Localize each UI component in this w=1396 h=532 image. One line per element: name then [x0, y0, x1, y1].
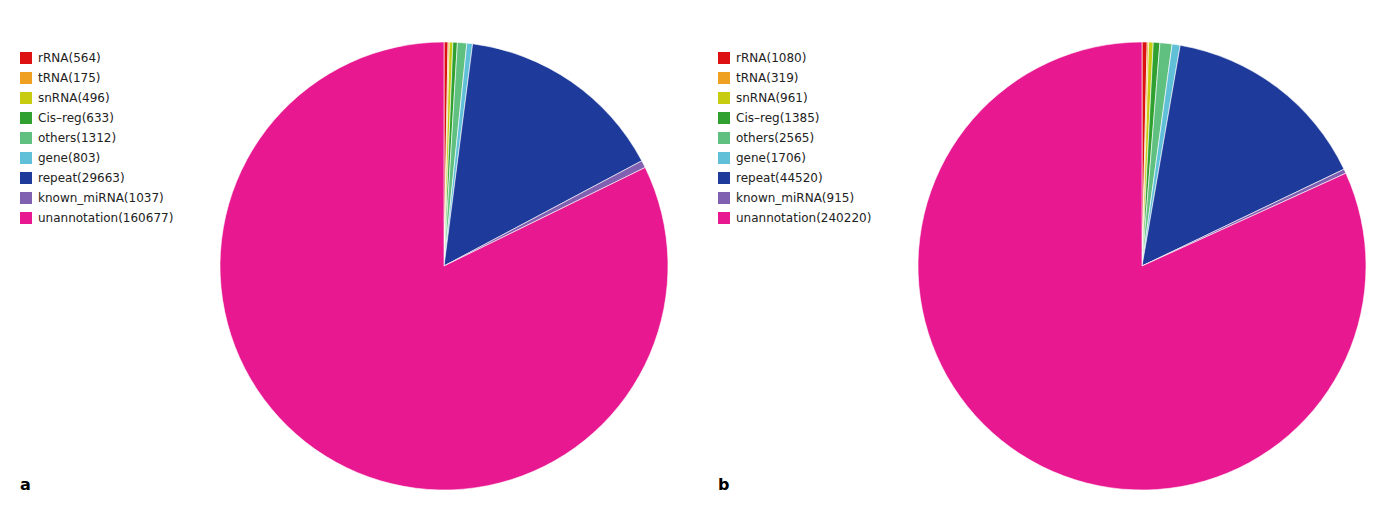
pie-slice	[918, 42, 1366, 490]
legend-label: rRNA(1080)	[736, 51, 806, 65]
pie	[220, 42, 668, 490]
legend-label: repeat(44520)	[736, 171, 823, 185]
legend-label: tRNA(175)	[38, 71, 101, 85]
legend-label: others(1312)	[38, 131, 116, 145]
legend-item: others(2565)	[718, 131, 814, 145]
legend-label: known_miRNA(1037)	[38, 191, 164, 205]
legend-label: unannotation(240220)	[736, 211, 871, 225]
legend-swatch	[718, 132, 730, 144]
legend-label: unannotation(160677)	[38, 211, 173, 225]
legend-item: others(1312)	[20, 131, 116, 145]
legend-swatch	[718, 92, 730, 104]
panel-label: a	[20, 475, 31, 494]
legend: rRNA(564) tRNA(175) snRNA(496) Cis–reg(633)…	[20, 51, 173, 225]
legend-label: Cis–reg(1385)	[736, 111, 820, 125]
legend-swatch	[20, 192, 32, 204]
legend-swatch	[20, 112, 32, 124]
legend-swatch	[20, 152, 32, 164]
legend-item: Cis–reg(633)	[20, 111, 114, 125]
legend: rRNA(1080) tRNA(319) snRNA(961) Cis–reg(138…	[718, 51, 871, 225]
legend-swatch	[718, 192, 730, 204]
legend-label: snRNA(961)	[736, 91, 808, 105]
legend-item: snRNA(961)	[718, 91, 808, 105]
legend-swatch	[20, 132, 32, 144]
legend-swatch	[718, 152, 730, 164]
pie-slice	[220, 42, 668, 490]
legend-item: repeat(44520)	[718, 171, 823, 185]
legend-swatch	[718, 212, 730, 224]
pie-panel: rRNA(1080) tRNA(319) snRNA(961) Cis–reg(138…	[718, 42, 1366, 494]
legend-item: unannotation(160677)	[20, 211, 173, 225]
legend-item: rRNA(1080)	[718, 51, 806, 65]
legend-label: tRNA(319)	[736, 71, 799, 85]
legend-item: repeat(29663)	[20, 171, 125, 185]
legend-label: snRNA(496)	[38, 91, 110, 105]
legend-swatch	[20, 172, 32, 184]
legend-swatch	[718, 72, 730, 84]
legend-item: snRNA(496)	[20, 91, 110, 105]
legend-swatch	[20, 52, 32, 64]
legend-label: repeat(29663)	[38, 171, 125, 185]
legend-item: unannotation(240220)	[718, 211, 871, 225]
legend-swatch	[718, 172, 730, 184]
legend-label: known_miRNA(915)	[736, 191, 854, 205]
pie-panel: rRNA(564) tRNA(175) snRNA(496) Cis–reg(633)…	[20, 42, 668, 494]
panel-label: b	[718, 475, 729, 494]
legend-label: others(2565)	[736, 131, 814, 145]
legend-item: tRNA(319)	[718, 71, 799, 85]
legend-swatch	[20, 212, 32, 224]
legend-item: gene(1706)	[718, 151, 806, 165]
legend-label: gene(803)	[38, 151, 100, 165]
chart-root: rRNA(564) tRNA(175) snRNA(496) Cis–reg(633)…	[0, 0, 1396, 532]
legend-item: known_miRNA(1037)	[20, 191, 164, 205]
legend-item: tRNA(175)	[20, 71, 101, 85]
legend-swatch	[718, 112, 730, 124]
legend-item: known_miRNA(915)	[718, 191, 854, 205]
legend-label: Cis–reg(633)	[38, 111, 114, 125]
legend-label: gene(1706)	[736, 151, 806, 165]
legend-item: gene(803)	[20, 151, 100, 165]
legend-swatch	[20, 92, 32, 104]
legend-label: rRNA(564)	[38, 51, 101, 65]
legend-item: Cis–reg(1385)	[718, 111, 820, 125]
legend-swatch	[718, 52, 730, 64]
legend-item: rRNA(564)	[20, 51, 101, 65]
legend-swatch	[20, 72, 32, 84]
pie	[918, 42, 1366, 490]
